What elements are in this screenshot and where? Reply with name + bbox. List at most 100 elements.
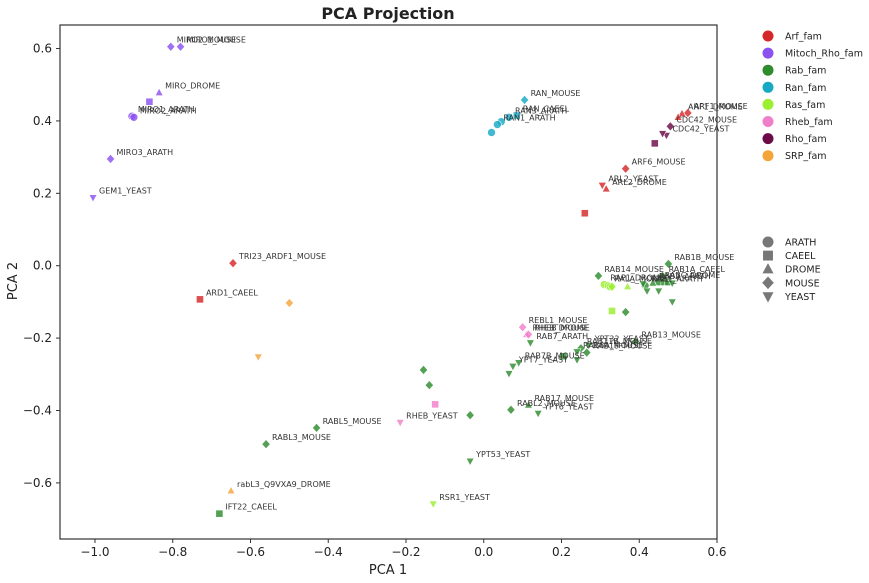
data-point <box>424 380 434 391</box>
data-point <box>658 130 668 139</box>
point-label: RAB13_MOUSE <box>641 331 701 340</box>
data-point <box>175 41 186 52</box>
y-axis-ticks: 0.6 0.4 0.2 0.0 −0.2 −0.4 −0.6 <box>23 42 60 490</box>
point-label: RAB2_ARATH <box>659 272 711 281</box>
data-point <box>623 281 633 291</box>
data-point <box>166 41 176 52</box>
y-tick-label: 0.0 <box>33 259 52 273</box>
data-point <box>673 112 683 121</box>
data-point <box>487 128 496 137</box>
data-point <box>650 139 659 148</box>
point-label: CDC42_MOUSE <box>676 115 737 124</box>
x-tick-label: 0.0 <box>474 545 493 559</box>
x-tick-label: −0.4 <box>314 545 343 559</box>
legend-swatch <box>762 116 774 127</box>
data-point <box>580 209 589 218</box>
data-point <box>533 410 543 419</box>
data-point <box>523 400 533 409</box>
data-point <box>559 352 568 361</box>
point-label: MIRO2_ARATH <box>140 106 197 115</box>
data-point <box>493 120 502 129</box>
legend-swatch <box>762 30 774 42</box>
legend-shape <box>762 276 774 290</box>
data-point <box>663 258 674 269</box>
legend-shape <box>762 292 774 303</box>
data-point <box>584 342 594 351</box>
x-tick-label: −0.8 <box>158 545 187 559</box>
data-point <box>677 108 687 117</box>
point-label: RHEB_DROME <box>533 323 589 332</box>
point-label: RAN3_ARATH <box>515 106 567 115</box>
point-label: RSR1_YEAST <box>439 493 490 502</box>
x-tick-label: −0.6 <box>236 545 265 559</box>
data-point <box>215 509 224 518</box>
point-label: YPT53_YEAST <box>475 450 530 459</box>
point-label: RAN1_ARATH <box>503 114 555 123</box>
data-point <box>395 419 405 428</box>
point-label: REBL1_MOUSE <box>529 316 588 325</box>
data-point <box>226 485 236 495</box>
point-label: RAB8A_MOUSE <box>583 341 643 350</box>
legend-entry: Arf_fam <box>785 32 822 43</box>
data-point <box>129 113 139 122</box>
point-label: RAB1B_MOUSE <box>674 253 734 262</box>
x-axis-ticks: −1.0 −0.8 −0.6 −0.4 −0.2 0.0 0.2 0.4 0.6 <box>80 539 727 559</box>
data-point <box>593 270 604 281</box>
family-legend: Arf_fam Mitoch_Rho_fam Rab_fam Ran_fam Ras_f… <box>762 30 863 162</box>
point-label: RABL2_MOUSE <box>517 399 576 408</box>
legend-entry: Rho_fam <box>785 134 827 145</box>
legend-entry: Ran_fam <box>785 83 826 94</box>
y-tick-label: 0.4 <box>33 114 52 128</box>
y-tick-label: 0.6 <box>33 42 52 56</box>
legend-entry: Rheb_fam <box>785 117 833 128</box>
data-point <box>667 298 677 307</box>
x-tick-label: 0.2 <box>552 545 571 559</box>
legend-entry: YEAST <box>784 292 815 303</box>
data-point <box>525 339 535 348</box>
data-point <box>621 163 631 174</box>
plot-frame <box>59 24 718 540</box>
point-label: ARL2_YEAST <box>608 174 658 183</box>
data-point <box>504 370 514 379</box>
point-label: YPT7_YEAST <box>518 355 568 364</box>
data-point <box>428 500 438 509</box>
point-label: RAN_MOUSE <box>531 89 581 98</box>
data-point <box>519 94 530 105</box>
data-point <box>667 279 677 289</box>
point-label: RAB11B_MOUSE <box>587 337 652 346</box>
legend-entry: DROME <box>785 265 821 276</box>
point-label: MIRO3_ARATH <box>117 148 174 157</box>
y-tick-label: −0.6 <box>23 476 52 490</box>
data-point <box>512 111 521 120</box>
legend-shape <box>762 236 774 248</box>
point-label: RAB17_MOUSE <box>534 394 594 403</box>
x-tick-label: −0.2 <box>391 545 420 559</box>
point-label: MIRO2_MOUSE <box>177 36 236 45</box>
plot-marks <box>88 41 693 518</box>
data-point <box>601 183 611 193</box>
data-point <box>253 353 263 362</box>
data-point <box>465 457 475 467</box>
legend-shape <box>762 263 774 274</box>
data-point <box>638 280 648 289</box>
data-point <box>576 343 586 354</box>
point-label: ARF1_DROME <box>688 103 743 112</box>
data-point <box>465 410 475 421</box>
data-point <box>418 364 429 376</box>
data-point <box>607 281 617 292</box>
data-point <box>508 363 518 372</box>
data-point <box>506 404 516 415</box>
point-label: YPT6_YEAST <box>543 402 593 411</box>
y-tick-label: 0.2 <box>33 186 52 200</box>
x-axis-label: PCA 1 <box>369 563 407 578</box>
x-tick-label: 0.4 <box>630 545 649 559</box>
legend-shape <box>763 250 773 261</box>
point-label: ARL2_DROME <box>612 178 667 187</box>
legend-entry: Mitoch_Rho_fam <box>785 49 863 60</box>
legend-swatch <box>762 64 774 76</box>
point-label: RHEB_MOUSE <box>534 323 589 332</box>
legend-entry: ARATH <box>785 238 816 249</box>
legend-swatch <box>762 150 774 162</box>
point-label: RABC_DROME <box>665 271 721 280</box>
point-label: RAB1_ARATH <box>651 275 703 284</box>
